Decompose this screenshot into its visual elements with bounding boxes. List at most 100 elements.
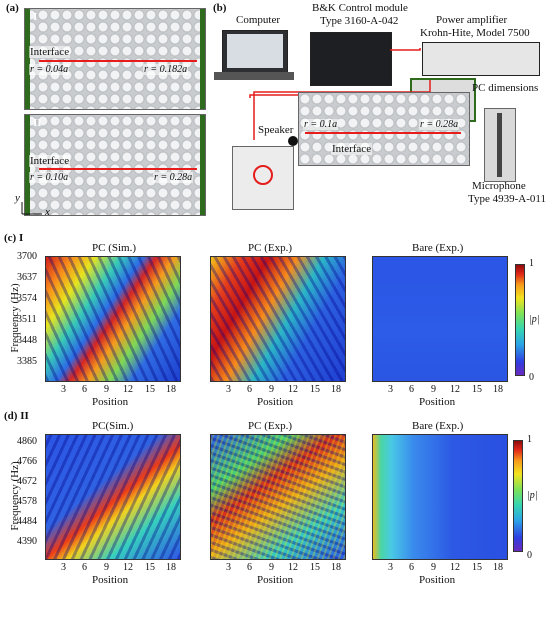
panel-c-label: (c) I <box>4 232 24 244</box>
sample-II-label: II <box>33 117 42 129</box>
interface-label: Interface <box>29 155 71 167</box>
computer-label: Computer <box>236 14 280 26</box>
xticks-d-bare: 3 6 9 12 15 18 <box>372 562 508 574</box>
interface-line <box>39 60 197 62</box>
heatmap-c-bare <box>372 256 508 382</box>
speaker-icon <box>288 136 298 146</box>
xtick: 6 <box>82 384 87 395</box>
pc-dimensions-label: PC dimensions <box>472 82 539 94</box>
xlabel-c-exp: Position <box>257 396 294 408</box>
title-c-exp: PC (Exp.) <box>248 242 292 254</box>
axis-x-label: x <box>45 206 50 218</box>
microphone-type: Type 4939-A-011 <box>468 193 546 205</box>
panel-b-label: (b) <box>213 2 227 14</box>
xticks-c-sim: 3 6 9 12 15 18 <box>45 384 181 396</box>
xtick: 9 <box>431 384 436 395</box>
speaker-photo <box>232 146 294 210</box>
xlabel-d-sim: Position <box>92 574 129 586</box>
colorbar-d-min: 0 <box>527 550 532 561</box>
colorbar-d <box>513 440 523 552</box>
xtick: 3 <box>61 562 66 573</box>
heatmap-c-exp <box>210 256 346 382</box>
amplifier-image <box>422 42 540 76</box>
heatmap-d-bare <box>372 434 508 560</box>
xtick: 9 <box>269 562 274 573</box>
xtick: 18 <box>493 384 503 395</box>
xtick: 15 <box>145 562 155 573</box>
title-c-bare: Bare (Exp.) <box>412 242 464 254</box>
interface-label: Interface <box>29 46 71 58</box>
colorbar-c-max: 1 <box>529 258 534 269</box>
radius-left: r = 0.04a <box>29 64 70 75</box>
frame-right <box>200 9 205 109</box>
speaker-highlight <box>253 165 273 185</box>
xtick: 9 <box>431 562 436 573</box>
interface-line <box>305 132 461 134</box>
xlabel-d-bare: Position <box>419 574 456 586</box>
ytick-d-4860: 4860 <box>17 436 37 447</box>
frame-right <box>200 115 205 215</box>
colorbar-c <box>515 264 525 376</box>
interface-label: Interface <box>331 143 373 155</box>
axis-y-label: y <box>15 192 20 204</box>
laptop-image <box>222 30 288 74</box>
xtick: 18 <box>331 562 341 573</box>
xtick: 9 <box>269 384 274 395</box>
title-c-sim: PC (Sim.) <box>92 242 137 254</box>
xtick: 15 <box>310 384 320 395</box>
speaker-label: Speaker <box>258 124 294 136</box>
xtick: 18 <box>166 384 176 395</box>
ytick-d-4578: 4578 <box>17 496 37 507</box>
xlabel-d-exp: Position <box>257 574 294 586</box>
xtick: 6 <box>409 562 414 573</box>
ytick-d-4484: 4484 <box>17 516 37 527</box>
xtick: 12 <box>450 384 460 395</box>
ytick-c-3700: 3700 <box>17 251 37 262</box>
xtick: 3 <box>61 384 66 395</box>
amplifier-model: Krohn-Hite, Model 7500 <box>420 27 530 39</box>
xtick: 12 <box>123 562 133 573</box>
radius-left: r = 0.10a <box>29 172 70 183</box>
ytick-c-3574: 3574 <box>17 293 37 304</box>
xtick: 12 <box>450 562 460 573</box>
heatmap-d-sim <box>45 434 181 560</box>
heatmap-c-sim <box>45 256 181 382</box>
xlabel-c-sim: Position <box>92 396 129 408</box>
xtick: 15 <box>145 384 155 395</box>
xtick: 3 <box>226 562 231 573</box>
xtick: 3 <box>226 384 231 395</box>
bk-module-title: B&K Control module <box>312 2 408 14</box>
xtick: 12 <box>288 562 298 573</box>
xtick: 6 <box>82 562 87 573</box>
heatmap-d-exp <box>210 434 346 560</box>
colorbar-d-label: |p| <box>527 490 538 501</box>
colorbar-c-label: |p| <box>529 314 540 325</box>
xtick: 18 <box>331 384 341 395</box>
ytick-d-4672: 4672 <box>17 476 37 487</box>
ytick-c-3385: 3385 <box>17 356 37 367</box>
xtick: 18 <box>493 562 503 573</box>
axis-arrows <box>21 202 42 215</box>
xtick: 6 <box>247 384 252 395</box>
xtick: 9 <box>104 562 109 573</box>
frame-left <box>25 9 30 109</box>
xticks-c-bare: 3 6 9 12 15 18 <box>372 384 508 396</box>
ytick-c-3637: 3637 <box>17 272 37 283</box>
xtick: 12 <box>123 384 133 395</box>
title-d-exp: PC (Exp.) <box>248 420 292 432</box>
xtick: 12 <box>288 384 298 395</box>
title-d-sim: PC(Sim.) <box>92 420 134 432</box>
xtick: 3 <box>388 384 393 395</box>
frame-left <box>25 115 30 215</box>
microphone-body <box>497 113 502 177</box>
ytick-c-3448: 3448 <box>17 335 37 346</box>
radius-right: r = 0.182a <box>143 64 189 75</box>
radius-left: r = 0.1a <box>303 119 339 130</box>
ytick-d-4766: 4766 <box>17 456 37 467</box>
microphone-photo <box>484 108 516 182</box>
experiment-pc-photo: r = 0.1a r = 0.28a Interface <box>298 92 470 166</box>
xtick: 18 <box>166 562 176 573</box>
colorbar-d-max: 1 <box>527 434 532 445</box>
ytick-c-3511: 3511 <box>17 314 37 325</box>
microphone-label: Microphone <box>472 180 526 192</box>
